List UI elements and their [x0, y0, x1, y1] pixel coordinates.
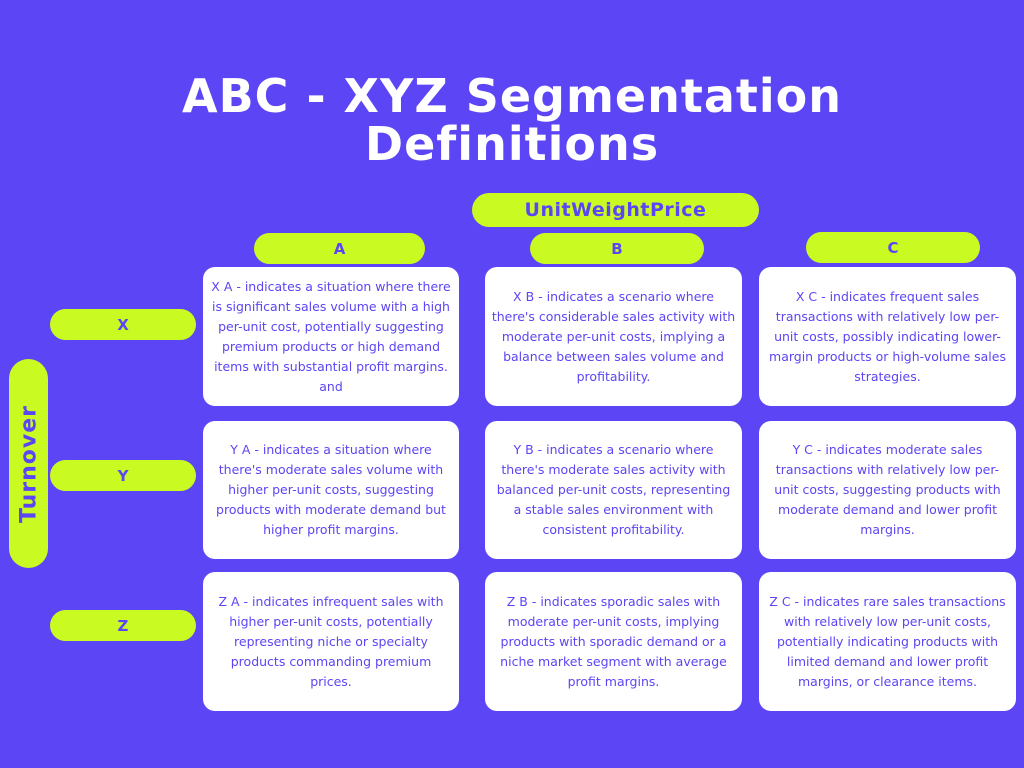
column-header-b: B: [530, 233, 704, 264]
cell-xc-text: X C - indicates frequent sales transacti…: [769, 288, 1006, 384]
row-axis-label: Turnover: [9, 359, 48, 568]
column-header-a: A: [254, 233, 425, 264]
cell-yb-text: Y B - indicates a scenario where there's…: [496, 442, 731, 537]
cell-ya: Y A - indicates a situation where there'…: [203, 421, 459, 559]
cell-xb-text: X B - indicates a scenario where there's…: [491, 288, 736, 384]
row-header-x: X: [50, 309, 196, 340]
cell-yb: Y B - indicates a scenario where there's…: [485, 421, 742, 559]
column-header-c: C: [806, 232, 980, 263]
cell-xa: X A - indicates a situation where there …: [203, 267, 459, 406]
title-line-2: Definitions: [364, 117, 660, 171]
row-header-y: Y: [50, 460, 196, 491]
cell-xb: X B - indicates a scenario where there's…: [485, 267, 742, 406]
cell-za-text: Z A - indicates infrequent sales with hi…: [218, 593, 444, 689]
cell-yc: Y C - indicates moderate sales transacti…: [759, 421, 1016, 559]
page-title: ABC - XYZ Segmentation Definitions: [0, 72, 1024, 168]
title-line-1: ABC - XYZ Segmentation: [182, 69, 842, 123]
cell-ya-text: Y A - indicates a situation where there'…: [216, 442, 446, 537]
cell-zc-text: Z C - indicates rare sales transactions …: [769, 593, 1006, 689]
cell-zb-text: Z B - indicates sporadic sales with mode…: [500, 593, 727, 689]
row-header-z: Z: [50, 610, 196, 641]
cell-zb: Z B - indicates sporadic sales with mode…: [485, 572, 742, 711]
column-axis-label: UnitWeightPrice: [472, 193, 759, 227]
cell-zc: Z C - indicates rare sales transactions …: [759, 572, 1016, 711]
cell-za: Z A - indicates infrequent sales with hi…: [203, 572, 459, 711]
cell-xc: X C - indicates frequent sales transacti…: [759, 267, 1016, 406]
row-axis-text: Turnover: [16, 404, 41, 523]
cell-xa-text: X A - indicates a situation where there …: [211, 278, 451, 394]
cell-yc-text: Y C - indicates moderate sales transacti…: [774, 442, 1001, 537]
